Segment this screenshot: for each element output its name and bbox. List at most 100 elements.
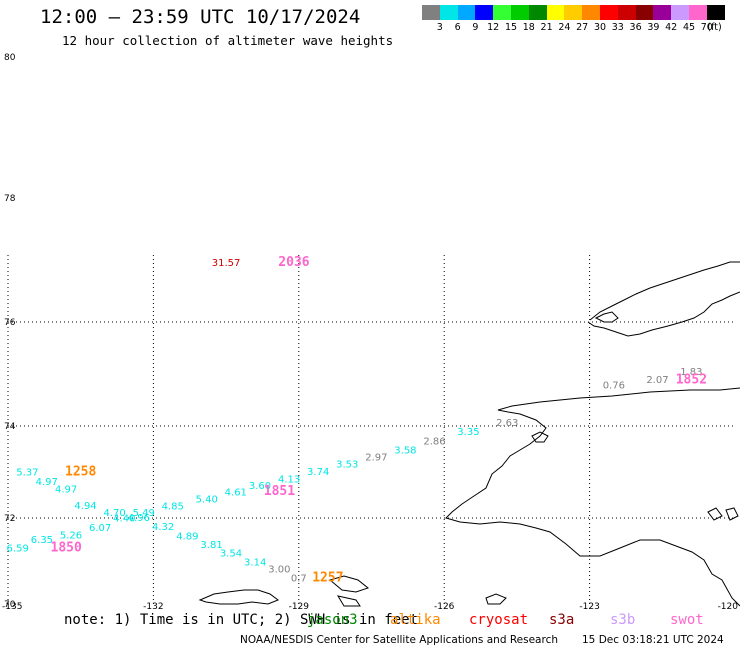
legend-swatch — [528, 5, 547, 20]
wave-height-value: 3.35 — [457, 427, 479, 438]
longitude-label: -120 — [718, 602, 739, 612]
wave-height-value: 2.07 — [646, 375, 668, 386]
legend-tick-label: 45 — [682, 22, 696, 33]
wave-height-value: 4.96 — [128, 513, 150, 524]
legend-tick-label: 9 — [472, 22, 479, 33]
footer-credit: NOAA/NESDIS Center for Satellite Applica… — [240, 634, 558, 646]
legend-swatch — [582, 5, 600, 20]
island-cluster-east — [707, 507, 739, 521]
wave-height-value: 3.81 — [200, 540, 222, 551]
graticule-grid — [7, 255, 735, 604]
longitude-label: -129 — [289, 602, 310, 612]
coastline — [198, 261, 740, 607]
latitude-label: 80 — [4, 53, 16, 63]
wave-height-value: 5.49 — [133, 508, 155, 519]
legend-swatch — [706, 5, 725, 20]
longitude-label: -123 — [579, 602, 599, 612]
legend-tick-label: 6 — [454, 22, 461, 33]
wave-height-value: 3.74 — [307, 467, 329, 478]
legend-tick-label: 3 — [436, 22, 443, 33]
chart-title: 12:00 – 23:59 UTC 10/17/2024 — [40, 6, 361, 28]
pass-time-label: 2036 — [278, 255, 309, 270]
islet-center — [485, 593, 507, 605]
wave-height-value: 2.97 — [365, 453, 387, 464]
wave-height-value: 6.07 — [89, 523, 111, 534]
longitude-label: -132 — [143, 602, 163, 612]
longitude-label: -135 — [2, 602, 22, 612]
satellite-label-swot: swot — [670, 612, 704, 628]
legend-unit: (ft) — [707, 22, 722, 33]
pass-time-label: 1850 — [51, 541, 82, 556]
wave-height-value: 3.58 — [394, 446, 416, 457]
wave-height-value: 1.83 — [680, 367, 702, 378]
latitude-label: 76 — [4, 318, 16, 328]
legend-tick-label: 39 — [647, 22, 660, 33]
latitude-label: 70 — [4, 600, 16, 610]
victoria-island-coastline — [587, 261, 740, 337]
legend-swatch — [564, 5, 583, 20]
wave-height-value: 3.00 — [268, 565, 290, 576]
wave-height-value: 4.40 — [113, 513, 135, 524]
satellite-label-altika: altika — [390, 612, 441, 628]
wave-height-value: 3.53 — [336, 459, 358, 470]
legend-tick-label: 12 — [487, 22, 500, 33]
pass-time-label: 1851 — [264, 484, 295, 499]
wave-height-value: 2.63 — [496, 418, 518, 429]
latitude-label: 72 — [4, 514, 15, 524]
legend-tick-label: 33 — [611, 22, 624, 33]
wave-height-value: 4.13 — [278, 475, 300, 486]
satellite-label-jason3: jason3 — [307, 612, 358, 628]
wave-height-value: 2.86 — [423, 436, 445, 447]
pass-time-label: 1852 — [676, 372, 707, 387]
legend-swatch — [671, 5, 689, 20]
legend-tick-label: 70 — [700, 22, 713, 33]
legend-tick-label: 24 — [558, 22, 571, 33]
herschel-island — [328, 575, 370, 607]
wave-height-value: 3.54 — [220, 549, 242, 560]
wave-height-value: 4.94 — [74, 501, 96, 512]
wave-height-value: 6.59 — [7, 544, 29, 555]
note-prefix: note: 1) Time is in UTC; 2) SWH is in fe… — [64, 612, 419, 628]
wave-height-value: 0.76 — [603, 381, 625, 392]
wave-height-value: 3.60 — [249, 481, 271, 492]
legend-tick-label: 18 — [522, 22, 535, 33]
wave-height-value: 5.37 — [16, 468, 38, 479]
legend-tick-label: 42 — [665, 22, 678, 33]
wave-height-value: 4.32 — [152, 522, 174, 533]
wave-height-value: 0.7 — [291, 574, 307, 585]
legend-tick-label: 30 — [593, 22, 607, 33]
wave-height-value: 4.70 — [103, 508, 125, 519]
alaska-shore-fragment — [198, 589, 280, 605]
legend-swatch — [600, 5, 618, 20]
wave-height-value: 4.89 — [176, 532, 198, 543]
wave-height-value: 3.14 — [244, 557, 266, 568]
wave-height-value: 31.57 — [212, 258, 241, 269]
wave-height-value: 4.61 — [225, 487, 247, 498]
legend-swatch — [617, 5, 636, 20]
legend-swatch — [422, 5, 440, 20]
footer-date: 15 Dec 03:18:21 UTC 2024 — [582, 634, 724, 646]
satellite-label-cryosat: cryosat — [469, 612, 529, 628]
latitude-labels: 80 78 76 74 72 70 — [4, 53, 16, 610]
latitude-label: 78 — [4, 194, 16, 204]
satellite-label-s3a: s3a — [549, 612, 575, 628]
latitude-label: 74 — [4, 422, 16, 432]
wave-height-value: 6.35 — [31, 535, 53, 546]
longitude-labels: -135 -132 -129 -126 -123 -120 — [2, 602, 738, 612]
legend-swatch — [493, 5, 511, 20]
satellite-label-s3b: s3b — [610, 612, 636, 628]
legend-tick-label: 15 — [504, 22, 518, 33]
chart-subtitle: 12 hour collection of altimeter wave hei… — [62, 33, 394, 48]
longitude-label: -126 — [434, 602, 455, 612]
tuktoyaktuk-shore — [531, 431, 549, 443]
wave-height-value: 4.97 — [36, 477, 58, 488]
wave-height-value: 5.26 — [60, 531, 82, 542]
wave-height-value: 4.85 — [162, 502, 184, 513]
legend-swatch — [475, 5, 494, 20]
legend-swatch — [546, 5, 565, 20]
legend-swatch — [439, 5, 458, 20]
legend-tick-label: 36 — [629, 22, 642, 33]
wave-height-observations: 31.57 2036 1.83 2.07 1852 0.76 2.63 3.35 2.86 3.5… — [7, 255, 707, 585]
pass-time-label: 1257 — [312, 571, 343, 586]
